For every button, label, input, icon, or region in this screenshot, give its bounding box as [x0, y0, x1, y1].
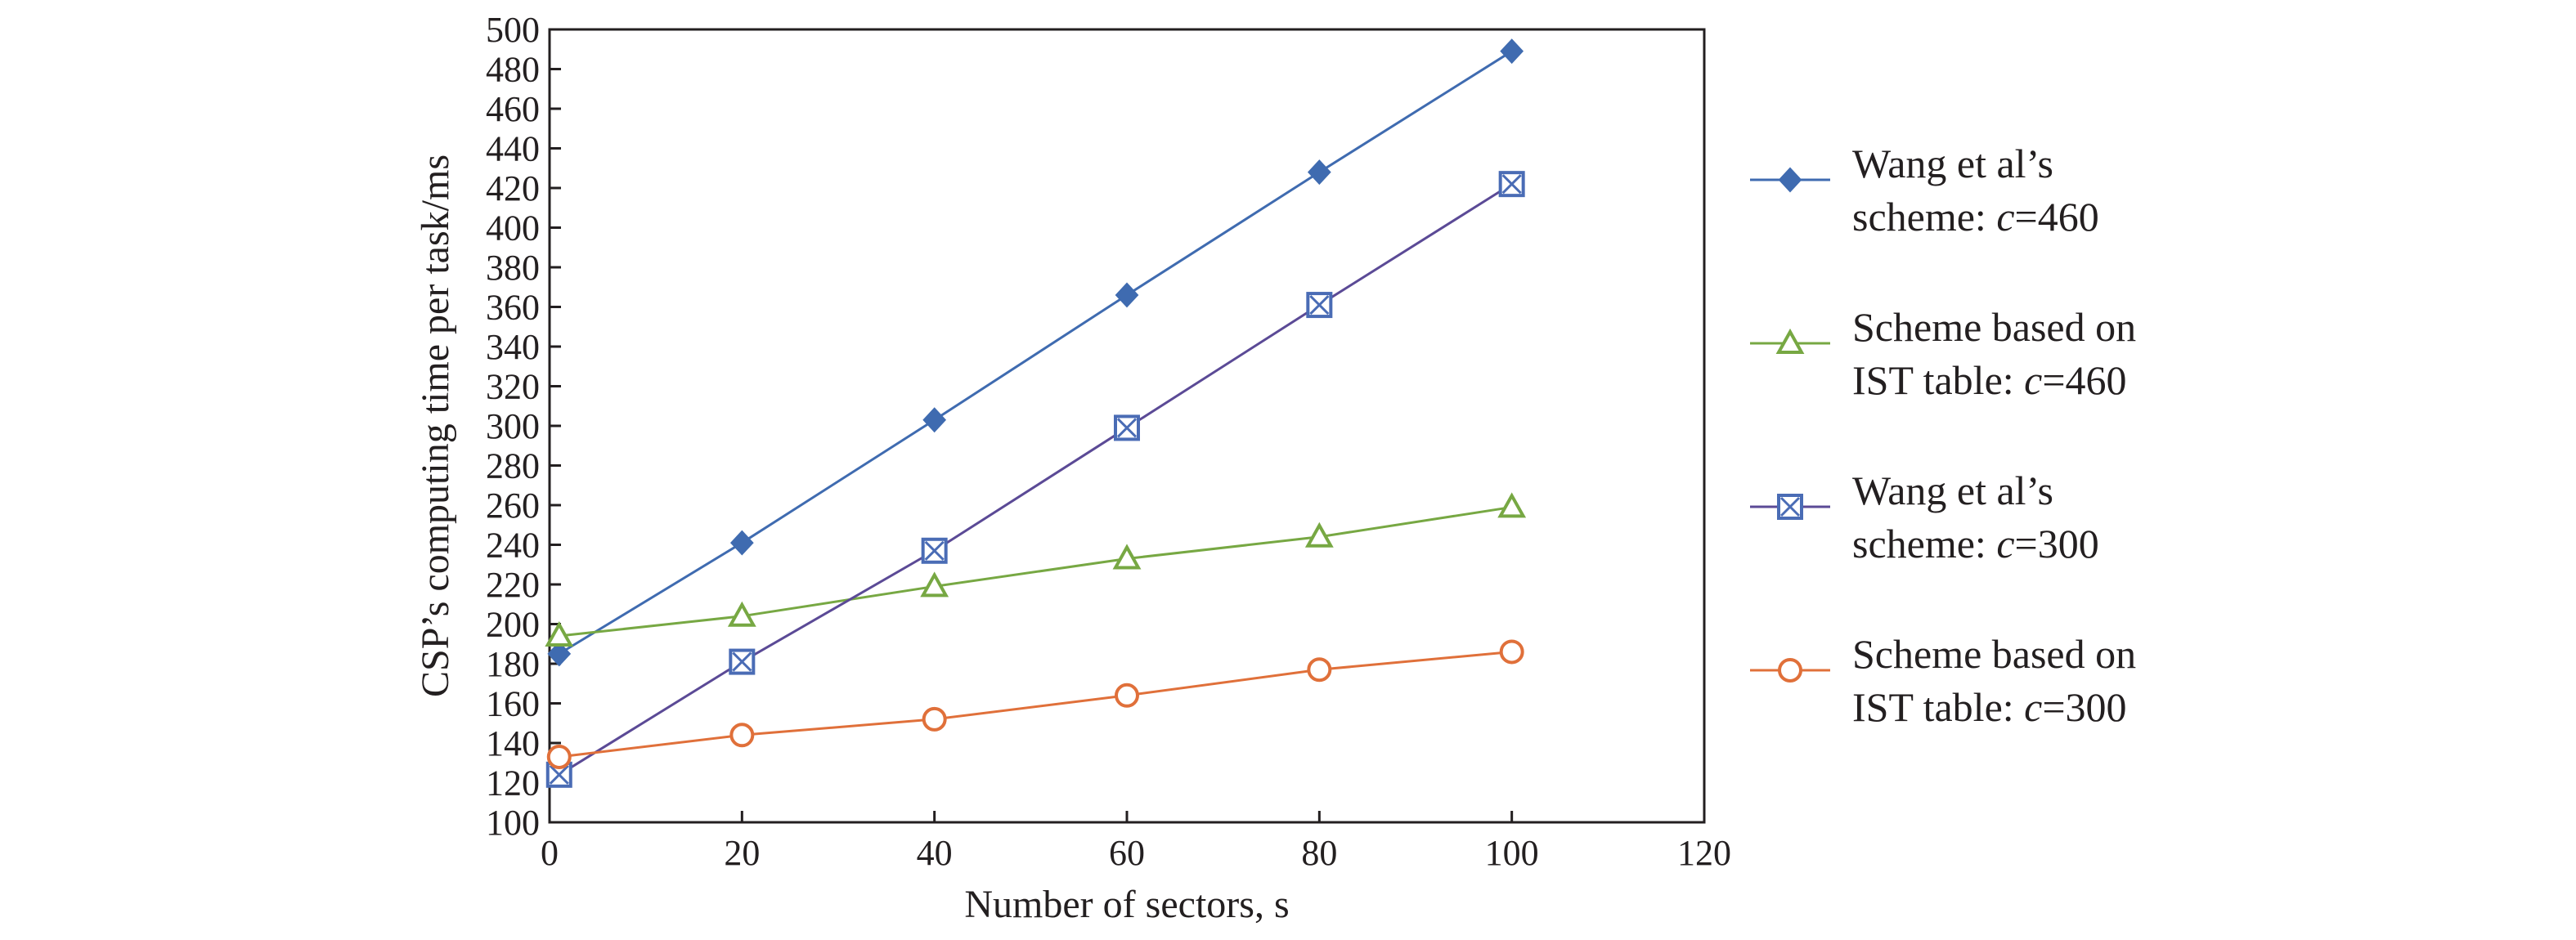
- data-point-marker: [1498, 171, 1525, 198]
- legend-label-line2: scheme: c=300: [1852, 521, 2099, 566]
- y-tick-label: 280: [486, 446, 540, 486]
- data-point-marker: [1115, 282, 1139, 308]
- x-tick-label: 100: [1485, 833, 1539, 873]
- x-tick-label: 0: [541, 833, 559, 873]
- data-point-marker: [729, 723, 755, 748]
- y-tick-label: 220: [486, 565, 540, 605]
- y-tick-label: 160: [486, 684, 540, 724]
- legend-label-line2: IST table: c=300: [1852, 684, 2127, 730]
- series-3: [545, 171, 1525, 788]
- marker-cross-b: [549, 764, 569, 785]
- marker-cross-b: [1309, 295, 1330, 316]
- y-tick-label: 320: [486, 367, 540, 407]
- data-point-marker: [547, 641, 572, 667]
- data-point-marker: [1307, 657, 1332, 683]
- series-line: [559, 650, 1512, 759]
- data-point-marker: [1777, 494, 1803, 520]
- y-tick-label: 340: [486, 327, 540, 367]
- x-axis-title: Number of sectors, s: [964, 883, 1289, 926]
- data-point-marker: [1500, 38, 1524, 65]
- marker-cross-b: [1116, 418, 1138, 438]
- y-tick-label: 260: [486, 486, 540, 526]
- data-point-marker: [729, 648, 756, 675]
- y-tick-label: 240: [486, 526, 540, 566]
- legend-item-1: Wang et al’s scheme: c=460: [1750, 141, 2099, 239]
- x-tick-label: 20: [724, 833, 760, 873]
- series-line: [558, 50, 1513, 656]
- y-axis-title: CSP’s computing time per task/ms: [414, 154, 457, 697]
- marker-cross-b: [924, 540, 945, 561]
- y-tick-label: 380: [486, 248, 540, 288]
- data-point-marker: [1497, 492, 1527, 518]
- y-tick-label: 480: [486, 50, 540, 90]
- y-tick-label: 400: [486, 208, 540, 248]
- series-4: [546, 639, 1524, 769]
- data-point-marker: [1775, 328, 1805, 354]
- data-point-marker: [1778, 658, 1802, 683]
- x-tick-label: 120: [1677, 833, 1731, 873]
- marker-cross-b: [1501, 174, 1522, 195]
- data-point-marker: [1115, 683, 1139, 708]
- legend-item-4: Scheme based on IST table: c=300: [1750, 631, 2136, 730]
- x-tick-label: 80: [1301, 833, 1337, 873]
- x-tick-label: 40: [917, 833, 953, 873]
- data-point-marker: [1499, 639, 1524, 665]
- legend-label-line1: Wang et al’s: [1852, 141, 2053, 186]
- marker-cross-b: [1779, 496, 1801, 517]
- series-line: [559, 505, 1512, 638]
- data-point-marker: [1304, 521, 1334, 548]
- data-point-marker: [727, 601, 756, 627]
- legend-label-line2: scheme: c=460: [1852, 194, 2099, 239]
- x-tick-label: 60: [1109, 833, 1145, 873]
- x-axis-ticks: 0 20 40 60 80 100 120: [541, 811, 1731, 873]
- data-point-marker: [729, 530, 754, 556]
- y-tick-label: 460: [486, 89, 540, 129]
- data-point-marker: [922, 407, 947, 433]
- legend: Wang et al’s scheme: c=460 Scheme based on…: [1750, 141, 2136, 730]
- y-tick-label: 100: [486, 803, 540, 843]
- data-point-marker: [1778, 167, 1802, 193]
- legend-label-line1: Wang et al’s: [1852, 468, 2053, 513]
- legend-label-line2: IST table: c=460: [1852, 357, 2127, 403]
- y-tick-label: 500: [486, 10, 540, 50]
- data-point-marker: [922, 706, 947, 732]
- series-2: [545, 492, 1527, 647]
- y-tick-label: 300: [486, 406, 540, 446]
- data-point-marker: [545, 620, 574, 647]
- series-line: [558, 182, 1513, 777]
- data-point-marker: [546, 744, 572, 769]
- legend-label-line1: Scheme based on: [1852, 631, 2136, 677]
- legend-item-3: Wang et al’s scheme: c=300: [1750, 468, 2099, 566]
- series-1: [547, 38, 1524, 667]
- series-layer: [545, 38, 1527, 788]
- data-point-marker: [1112, 544, 1142, 570]
- data-point-marker: [921, 537, 948, 564]
- y-tick-label: 200: [486, 605, 540, 645]
- legend-item-2: Scheme based on IST table: c=460: [1750, 304, 2136, 403]
- data-point-marker: [1306, 292, 1333, 319]
- y-tick-label: 440: [486, 129, 540, 169]
- data-point-marker: [920, 571, 949, 598]
- y-tick-label: 120: [486, 763, 540, 803]
- data-point-marker: [1307, 159, 1331, 186]
- y-tick-label: 140: [486, 723, 540, 763]
- data-point-marker: [1114, 414, 1140, 441]
- legend-label-line1: Scheme based on: [1852, 304, 2136, 350]
- y-tick-label: 360: [486, 288, 540, 328]
- y-tick-label: 420: [486, 168, 540, 208]
- marker-cross-b: [732, 651, 752, 672]
- y-axis-ticks: 1001201401601802002202402602803003203403…: [486, 10, 561, 843]
- y-tick-label: 180: [486, 644, 540, 684]
